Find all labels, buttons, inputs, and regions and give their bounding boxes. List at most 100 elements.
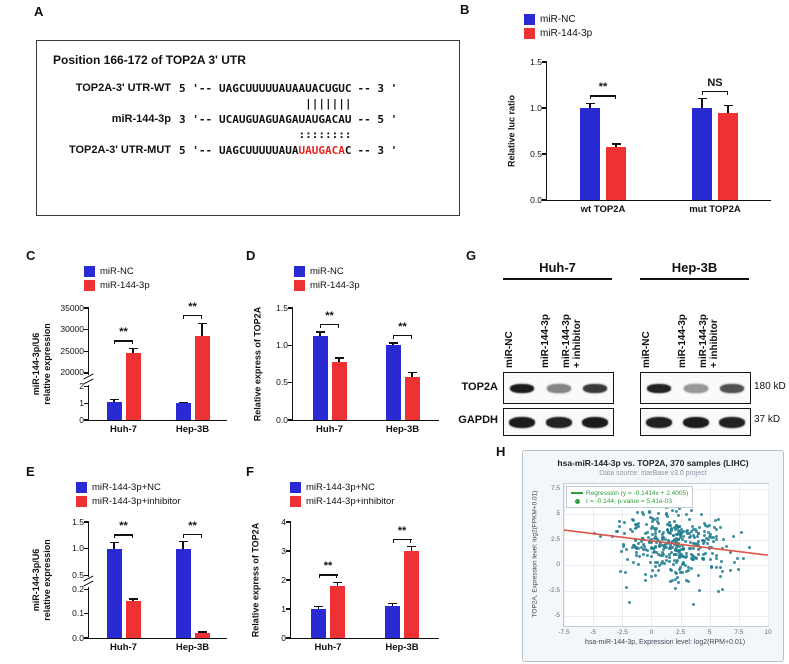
significance-bracket-end — [131, 340, 133, 345]
y-tick-label: 0.0 — [276, 414, 288, 425]
panel-b-label: B — [460, 2, 470, 17]
y-tick-label: 1.0 — [276, 339, 288, 350]
wt-name: TOP2A-3' UTR-WT — [75, 82, 171, 94]
legend-swatch — [76, 496, 87, 507]
scatter-point — [670, 527, 674, 531]
scatter-point — [691, 528, 695, 532]
significance-label: ** — [397, 524, 407, 537]
scatter-point — [632, 519, 636, 523]
scatter-point — [740, 531, 744, 535]
regression-line-symbol — [571, 492, 583, 494]
mut-sequence: UAGCUUUUUAUAUAUGACAC — [219, 144, 351, 157]
scatter-point — [717, 589, 721, 593]
scatter-point — [680, 563, 684, 567]
significance-label: ** — [323, 560, 333, 573]
legend-panel-d: miR-NC miR-144-3p — [294, 266, 360, 294]
legend-item: miR-NC — [294, 266, 360, 277]
mut-seq-black1: UAGCUUUUUAUA — [219, 144, 299, 157]
scatter-point — [653, 565, 657, 569]
scatter-y-axis-label-text: TOP2A, Expression level: log2(FPKM+0.01) — [531, 490, 539, 618]
scatter-point — [650, 520, 654, 524]
significance-bracket-end — [114, 340, 116, 345]
protein-label-top2a: TOP2A — [461, 381, 498, 393]
protein-band — [581, 416, 608, 428]
scatter-point — [677, 567, 681, 571]
scatter-point — [722, 537, 726, 541]
error-bar — [319, 331, 321, 337]
x-tick-label: 7.5 — [734, 629, 744, 636]
lane-label-text: miR-144-3p — [561, 314, 572, 368]
scatter-point — [645, 548, 649, 552]
category-label: Huh-7 — [110, 424, 137, 435]
error-bar-cap — [333, 581, 342, 584]
plot-area: 0 1 2 20000 25000 30000 35000 ** Huh-7 ** Hep-3B — [60, 301, 227, 435]
scatter-point — [718, 565, 722, 569]
scatter-point — [701, 542, 705, 546]
legend-item: miR-144-3p+NC — [290, 482, 394, 493]
scatter-point — [618, 570, 622, 574]
significance-label: ** — [325, 309, 334, 322]
error-bar — [392, 343, 394, 346]
scatter-point — [636, 541, 640, 545]
scatter-point — [635, 551, 639, 555]
category-label: Huh-7 — [314, 642, 342, 653]
scatter-point — [651, 516, 655, 520]
panel-d-label: D — [246, 248, 256, 263]
wt-3prime: -- 3 ' — [357, 82, 398, 95]
scatter-point — [708, 532, 712, 536]
scatter-point — [695, 556, 699, 560]
error-bar — [201, 323, 203, 337]
error-bar-cap — [314, 606, 323, 608]
scatter-point — [682, 554, 686, 558]
y-tick-label: 3 — [281, 545, 286, 556]
significance-bracket-end — [200, 533, 202, 538]
scatter-point — [685, 569, 689, 573]
y-tick-label: 1.0 — [72, 543, 84, 554]
y-tick-mark — [286, 608, 291, 610]
y-tick-mark — [84, 350, 89, 352]
significance-bracket — [393, 335, 412, 337]
size-label-37kd: 37 kD — [754, 414, 781, 425]
scatter-point — [681, 560, 685, 564]
gridline-vertical — [738, 484, 740, 626]
y-tick-label: 1.5 — [72, 516, 84, 527]
starbase-correlation-card: hsa-miR-144-3p vs. TOP2A, 370 samples (L… — [522, 450, 784, 662]
y-tick-label: 1 — [79, 397, 84, 408]
axis-break-mark — [83, 575, 94, 588]
protein-band — [719, 383, 744, 393]
scatter-point — [673, 577, 677, 581]
data-bar — [718, 112, 738, 200]
scatter-point — [703, 551, 707, 555]
scatter-point — [650, 525, 654, 529]
legend-label: miR-144-3p+inhibitor — [92, 496, 181, 507]
scatter-point — [703, 530, 707, 534]
data-bar — [175, 548, 191, 638]
scatter-point — [711, 540, 715, 544]
legend-item: miR-144-3p — [524, 28, 592, 39]
x-tick-label: 10 — [764, 629, 772, 636]
scatter-point — [625, 547, 629, 551]
error-bar — [411, 372, 413, 378]
legend-item: miR-144-3p+inhibitor — [76, 496, 180, 507]
error-bar-cap — [388, 342, 398, 344]
scatter-point — [681, 570, 685, 574]
y-tick-label: 0 — [556, 561, 560, 569]
legend-label: miR-144-3p+NC — [306, 482, 375, 493]
gridline-horizontal — [564, 590, 768, 592]
data-bar — [125, 601, 141, 638]
significance-bracket — [702, 90, 728, 93]
scatter-point — [720, 560, 724, 564]
data-bar — [125, 353, 141, 420]
scatter-point — [650, 555, 654, 559]
legend-panel-c: miR-NC miR-144-3p — [84, 266, 150, 294]
scatter-point — [687, 568, 691, 572]
scatter-point — [678, 571, 682, 575]
error-bar — [132, 348, 134, 354]
scatter-point — [690, 556, 694, 560]
significance-bracket-end — [336, 574, 338, 579]
scatter-point — [702, 521, 706, 525]
y-tick-label: 5 — [556, 510, 560, 518]
data-bar — [311, 609, 326, 638]
error-bar-cap — [723, 104, 733, 106]
error-bar-cap — [109, 541, 119, 543]
